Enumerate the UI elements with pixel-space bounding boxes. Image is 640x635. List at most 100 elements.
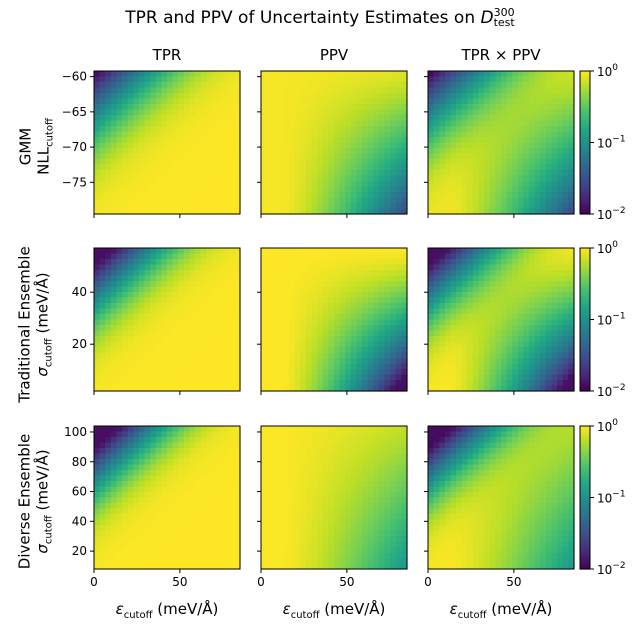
heatmap-cell [261,380,268,387]
heatmap-cell [345,297,352,304]
heatmap-cell [217,275,224,282]
heatmap-cell [305,330,313,337]
heatmap-cell [467,192,474,199]
heatmap-cell [339,159,346,166]
heatmap-cell [183,192,191,199]
heatmap-cell [350,181,358,188]
heatmap-cell [356,197,363,204]
colorbar-segment [580,185,590,189]
heatmap-cell [322,93,329,100]
colorbar-segment [580,156,590,160]
heatmap-cell [167,208,174,215]
heatmap-cell [211,319,219,326]
heatmap-cell [545,71,553,78]
heatmap-cell [183,336,191,343]
heatmap-cell [506,126,513,133]
heatmap-cell [345,286,352,293]
heatmap-cell [155,248,162,255]
heatmap-cell [489,259,496,266]
heatmap-cell [334,126,341,133]
heatmap-cell [289,148,296,155]
heatmap-cell [110,486,118,493]
heatmap-cell [311,175,318,182]
heatmap-cell [105,341,112,348]
heatmap-cell [444,325,452,332]
heatmap-cell [512,164,519,171]
heatmap-cell [328,175,335,182]
heatmap-cell [362,281,369,288]
heatmap-cell [228,369,235,376]
heatmap-cell [305,186,313,193]
heatmap-cell [211,170,219,177]
heatmap-cell [206,341,213,348]
heatmap-cell [122,530,129,537]
heatmap-cell [334,275,341,282]
heatmap-cell [345,120,352,127]
heatmap-cell [105,308,112,315]
heatmap-cell [334,175,341,182]
heatmap-cell [127,186,134,193]
heatmap-cell [150,87,157,94]
heatmap-cell [234,525,241,532]
heatmap-cell [105,541,112,548]
heatmap-cell [110,459,118,466]
heatmap-cell [433,104,440,111]
heatmap-cell [467,109,474,116]
heatmap-cell [401,385,408,392]
heatmap-cell [144,470,151,477]
colorbar-segment [580,379,590,383]
heatmap-cell [116,325,123,332]
heatmap-cell [133,314,140,321]
colorbar-segment [580,154,590,158]
heatmap-cell [444,181,452,188]
colorbar-segment [580,206,590,210]
heatmap-cell [484,76,491,83]
heatmap-cell [545,281,553,288]
heatmap-cell [283,98,290,105]
heatmap-cell [334,137,341,144]
heatmap-cell [328,308,335,315]
heatmap-cell [183,120,191,127]
heatmap-cell [484,352,491,359]
heatmap-cell [189,98,196,105]
heatmap-cell [127,453,134,460]
heatmap-cell [339,314,346,321]
heatmap-cell [467,281,474,288]
heatmap-cell [200,563,207,570]
heatmap-cell [144,352,151,359]
heatmap-cell [568,248,575,255]
heatmap-cell [444,259,452,266]
heatmap-cell [161,286,168,293]
heatmap-cell [444,148,452,155]
heatmap-cell [489,186,496,193]
heatmap-cell [557,248,564,255]
heatmap-cell [378,286,386,293]
heatmap-cell [167,503,174,510]
heatmap-cell [367,153,374,160]
heatmap-cell [568,363,575,370]
heatmap-cell [289,104,296,111]
colorbar-segment [580,386,590,390]
heatmap-cell [133,486,140,493]
colorbar-segment [580,307,590,311]
heatmap-cell [568,385,575,392]
heatmap-cell [444,104,452,111]
heatmap-cell [540,275,547,282]
heatmap-cell [261,519,268,526]
heatmap-cell [110,253,118,260]
heatmap-cell [272,453,279,460]
heatmap-cell [195,374,202,381]
heatmap-cell [478,286,485,293]
heatmap-cell [195,175,202,182]
heatmap-cell [127,120,134,127]
heatmap-cell [334,259,341,266]
heatmap-cell [428,164,435,171]
heatmap-cell [150,319,157,326]
heatmap-cell [534,292,541,299]
heatmap-cell [317,203,324,210]
heatmap-cell [228,292,235,299]
heatmap-cell [122,336,129,343]
heatmap-cell [439,347,446,354]
heatmap-cell [562,126,569,133]
heatmap-cell [167,453,174,460]
